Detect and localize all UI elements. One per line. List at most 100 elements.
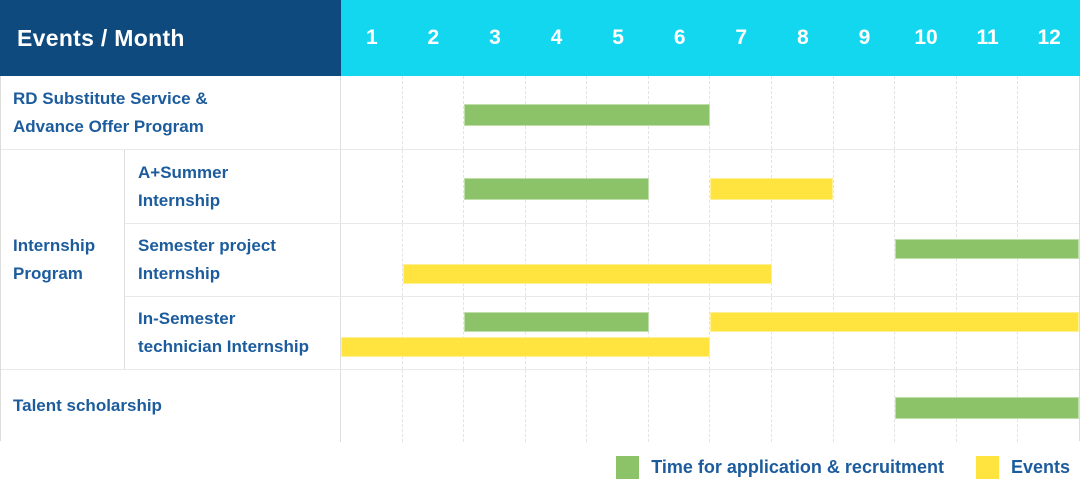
month-gridline — [832, 297, 895, 369]
month-gridline — [401, 224, 464, 296]
row-label-line: Internship — [138, 190, 221, 210]
row-label-line: Advance Offer Program — [13, 116, 204, 136]
legend-swatch-icon — [975, 456, 999, 479]
row-label-line: Semester project — [138, 236, 276, 255]
month-gridline — [647, 370, 710, 442]
month-gridline — [894, 297, 956, 369]
gantt-bar-application — [464, 312, 649, 332]
group-label-internship-program: Internship Program — [1, 150, 125, 369]
month-gridline — [401, 297, 464, 369]
table-row: Semester project Internship — [125, 223, 1079, 296]
events-month-header-cell: Events / Month — [0, 0, 341, 76]
gantt-bar-application — [464, 103, 710, 126]
row-label-line: technician Internship — [138, 337, 309, 356]
month-gridline — [463, 224, 525, 296]
month-label-9: 9 — [858, 26, 871, 49]
month-gridlines — [341, 224, 1079, 296]
row-label-line: Talent scholarship — [13, 396, 162, 415]
group-block-internship-program: Internship Program A+Summer Internship Semes… — [1, 149, 1079, 369]
month-gridline — [832, 76, 895, 149]
month-gridline — [1017, 224, 1079, 296]
month-gridline — [709, 224, 771, 296]
month-gridline — [524, 224, 587, 296]
table-header-row: Events / Month 1 2 3 4 5 6 7 8 9 10 11 12 — [0, 0, 1080, 76]
group-sub-rows: A+Summer Internship Semester project Intern… — [125, 150, 1079, 369]
month-label-8: 8 — [796, 26, 809, 49]
month-gridline — [341, 297, 402, 369]
month-label-10: 10 — [914, 26, 938, 49]
month-gridline — [647, 297, 710, 369]
month-label-12: 12 — [1037, 26, 1061, 49]
gantt-bar-events — [341, 337, 710, 357]
month-header-strip: 1 2 3 4 5 6 7 8 9 10 11 12 — [341, 0, 1080, 76]
gantt-bar-events — [710, 312, 1079, 332]
gantt-bar-application — [894, 397, 1079, 419]
month-gridlines — [341, 76, 1079, 149]
gantt-bar-events — [402, 264, 772, 284]
month-gridline — [832, 150, 895, 223]
month-gridline — [524, 370, 587, 442]
legend-item: Time for application & recruitment — [616, 456, 944, 479]
row-label: A+Summer Internship — [125, 150, 341, 223]
row-label-line: In-Semester — [138, 309, 236, 328]
table-row: A+Summer Internship — [125, 150, 1079, 223]
gantt-bar-application — [464, 177, 649, 200]
row-label: Semester project Internship — [125, 224, 341, 296]
month-gridline — [1017, 150, 1079, 223]
month-gridline — [894, 150, 956, 223]
month-gridline — [955, 224, 1018, 296]
month-gridline — [524, 297, 587, 369]
table-row: Talent scholarship — [1, 369, 1079, 442]
month-gridline — [832, 370, 895, 442]
month-label-6: 6 — [673, 26, 686, 49]
month-gridline — [1017, 297, 1079, 369]
month-gridline — [463, 370, 525, 442]
legend-label: Time for application & recruitment — [651, 457, 944, 477]
table-body: RD Substitute Service & Advance Offer Pro… — [1, 76, 1079, 442]
month-gridline — [401, 150, 464, 223]
month-gridline — [401, 370, 464, 442]
month-gridline — [955, 76, 1018, 149]
month-gridline — [832, 224, 895, 296]
row-label-line: A+Summer — [138, 162, 229, 182]
month-gridline — [771, 297, 833, 369]
month-gridline — [894, 76, 956, 149]
month-gridline — [463, 76, 525, 149]
month-gridline — [894, 224, 956, 296]
legend-item: Events — [975, 456, 1070, 479]
month-label-7: 7 — [735, 26, 748, 49]
month-gridline — [771, 224, 833, 296]
month-gridline — [709, 297, 771, 369]
month-gridline — [709, 370, 771, 442]
month-gridline — [341, 370, 402, 442]
row-timeline — [341, 224, 1079, 296]
row-label-line: Internship — [13, 235, 96, 255]
month-gridline — [341, 76, 402, 149]
month-label-1: 1 — [365, 26, 378, 49]
row-label: Talent scholarship — [1, 370, 341, 442]
month-gridline — [955, 297, 1018, 369]
month-gridline — [586, 370, 648, 442]
month-gridline — [341, 150, 402, 223]
row-timeline — [341, 150, 1079, 223]
row-label-line: Internship — [138, 264, 221, 283]
month-gridline — [771, 76, 833, 149]
month-gridline — [771, 370, 833, 442]
month-label-3: 3 — [489, 26, 501, 49]
row-timeline — [341, 76, 1079, 149]
table-row: RD Substitute Service & Advance Offer Pro… — [1, 76, 1079, 149]
month-gridline — [955, 150, 1018, 223]
table-row: In-Semester technician Internship — [125, 296, 1079, 369]
month-gridline — [586, 224, 648, 296]
month-gridline — [586, 297, 648, 369]
row-label: In-Semester technician Internship — [125, 297, 341, 369]
month-gridline — [341, 224, 402, 296]
month-label-5: 5 — [612, 26, 624, 49]
gantt-bar-application — [894, 239, 1079, 259]
gantt-bar-events — [710, 177, 833, 200]
row-label-line: RD Substitute Service & — [13, 88, 208, 108]
month-gridline — [709, 76, 771, 149]
row-label: RD Substitute Service & Advance Offer Pro… — [1, 76, 341, 149]
month-label-4: 4 — [550, 26, 563, 49]
